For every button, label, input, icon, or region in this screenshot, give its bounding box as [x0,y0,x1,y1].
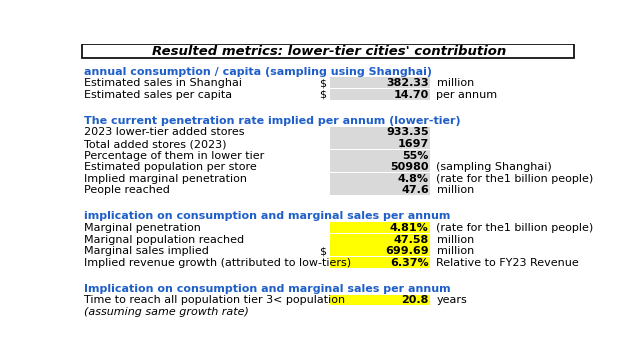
Text: 47.6: 47.6 [401,185,429,195]
Text: (rate for the1 billion people): (rate for the1 billion people) [436,223,594,233]
Text: Time to reach all population tier 3< population: Time to reach all population tier 3< pop… [84,295,345,305]
Text: Implied marginal penetration: Implied marginal penetration [84,174,247,184]
Text: 20.8: 20.8 [401,295,429,305]
Text: Estimated population per store: Estimated population per store [84,162,257,172]
Text: Estimated sales in Shanghai: Estimated sales in Shanghai [84,78,242,88]
Text: annual consumption / capita (sampling using Shanghai): annual consumption / capita (sampling us… [84,67,432,77]
Text: The current penetration rate implied per annum (lower-tier): The current penetration rate implied per… [84,116,461,126]
Text: 4.81%: 4.81% [390,223,429,233]
Text: million: million [436,246,474,256]
Text: 4.8%: 4.8% [397,174,429,184]
Text: Implication on consumption and marginal sales per annum: Implication on consumption and marginal … [84,284,451,294]
Text: (assuming same growth rate): (assuming same growth rate) [84,307,249,317]
Text: Total added stores (2023): Total added stores (2023) [84,139,227,149]
Text: 2023 lower-tier added stores: 2023 lower-tier added stores [84,127,244,138]
FancyBboxPatch shape [330,184,430,195]
Text: 382.33: 382.33 [386,78,429,88]
Text: 1697: 1697 [397,139,429,149]
FancyBboxPatch shape [330,89,430,100]
Text: 6.37%: 6.37% [390,258,429,268]
FancyBboxPatch shape [330,257,430,268]
Text: million: million [436,78,474,88]
FancyBboxPatch shape [330,173,430,184]
Text: (rate for the1 billion people): (rate for the1 billion people) [436,174,594,184]
Text: People reached: People reached [84,185,170,195]
Text: Resulted metrics: lower-tier cities' contribution: Resulted metrics: lower-tier cities' con… [152,45,506,58]
FancyBboxPatch shape [330,138,430,149]
Text: million: million [436,234,474,245]
Text: 699.69: 699.69 [385,246,429,256]
FancyBboxPatch shape [330,222,430,233]
FancyBboxPatch shape [330,245,430,256]
FancyBboxPatch shape [330,127,430,138]
Text: Percentage of them in lower tier: Percentage of them in lower tier [84,151,264,160]
FancyBboxPatch shape [330,162,430,172]
Text: 47.58: 47.58 [394,234,429,245]
Text: implication on consumption and marginal sales per annum: implication on consumption and marginal … [84,211,451,221]
Text: Relative to FY23 Revenue: Relative to FY23 Revenue [436,258,579,268]
Text: $: $ [319,78,326,88]
FancyBboxPatch shape [330,150,430,160]
Text: Marginal sales implied: Marginal sales implied [84,246,209,256]
Text: per annum: per annum [436,90,498,100]
Text: 14.70: 14.70 [394,90,429,100]
Text: 933.35: 933.35 [386,127,429,138]
Text: million: million [436,185,474,195]
FancyBboxPatch shape [330,234,430,245]
Text: 50980: 50980 [390,162,429,172]
Text: $: $ [319,90,326,100]
Text: $: $ [319,246,326,256]
Text: Estimated sales per capita: Estimated sales per capita [84,90,232,100]
Text: Marginal penetration: Marginal penetration [84,223,201,233]
FancyBboxPatch shape [81,44,573,58]
Text: years: years [436,295,467,305]
Text: Implied revenue growth (attributed to low-tiers): Implied revenue growth (attributed to lo… [84,258,351,268]
FancyBboxPatch shape [330,295,430,305]
FancyBboxPatch shape [330,77,430,88]
Text: Marignal population reached: Marignal population reached [84,234,244,245]
Text: 55%: 55% [403,151,429,160]
Text: (sampling Shanghai): (sampling Shanghai) [436,162,552,172]
